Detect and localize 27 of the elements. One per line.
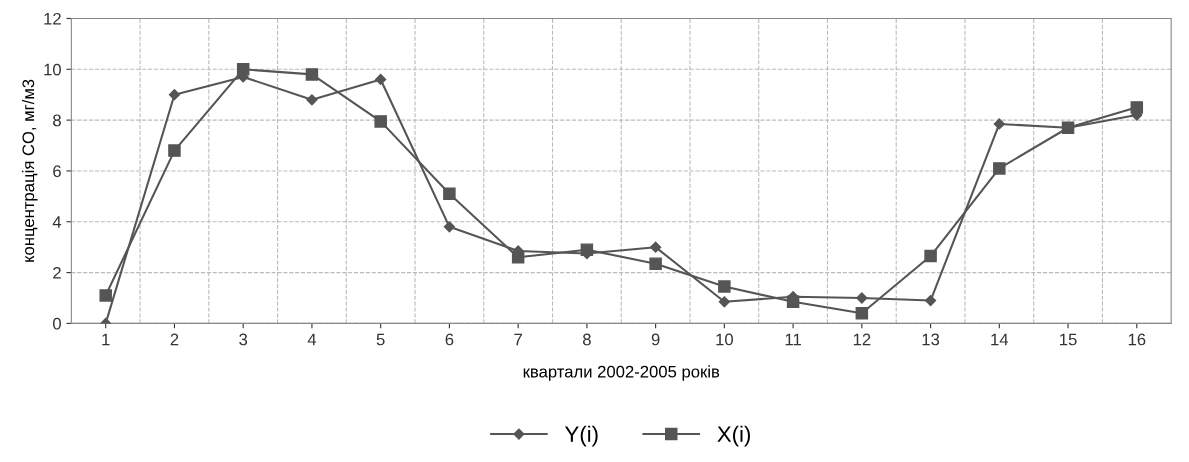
y-tick-label: 4 [52,216,62,228]
x-tick-label: 6 [445,333,454,346]
y-tick-label: 8 [53,114,61,127]
x-tick-label: 1 [102,333,110,346]
x-tick-label: 11 [785,333,801,346]
x-tick-label: 16 [1128,333,1146,346]
legend-label: Y(i) [564,425,598,447]
y-tick-label: 12 [44,12,61,25]
x-tick-label: 12 [853,333,871,346]
x-tick-label: 3 [239,333,248,346]
x-tick-label: 7 [514,333,522,346]
x-tick-label: 15 [1060,333,1077,346]
y-tick-label: 6 [53,165,61,178]
x-axis-title: квартали 2002-2005 років [523,365,720,381]
y-tick-label: 10 [44,63,61,76]
legend-label: X(i) [717,425,750,447]
y-tick-label: 0 [53,317,61,330]
x-tick-label: 13 [922,333,940,346]
x-tick-label: 10 [716,333,733,346]
x-tick-label: 14 [991,333,1009,346]
y-tick-label: 2 [53,266,61,279]
y-axis-title: концентрація CO, мг/м3 [21,79,38,262]
x-tick-label: 9 [651,333,660,346]
x-tick-label: 5 [376,333,385,346]
x-tick-label: 2 [170,333,179,346]
x-tick-label: 8 [582,333,591,346]
x-tick-label: 4 [307,333,317,346]
